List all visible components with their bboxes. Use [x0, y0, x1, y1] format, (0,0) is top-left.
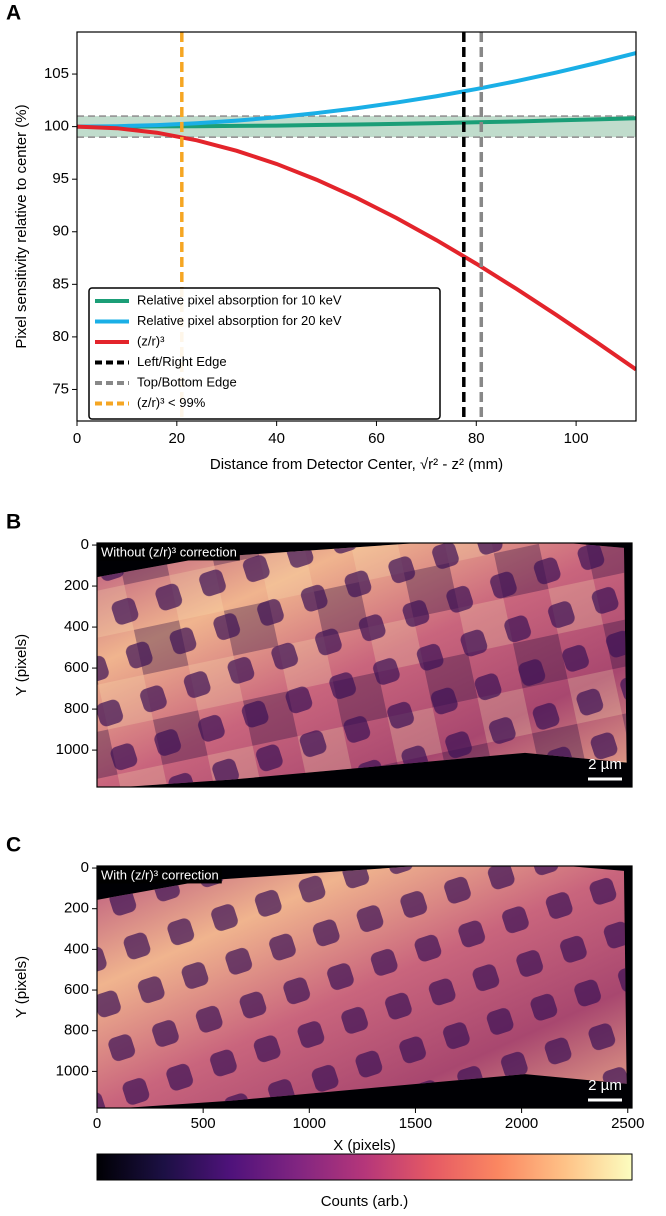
image-tiles — [97, 866, 627, 1108]
image-content — [97, 866, 627, 1108]
y-tick-label: 800 — [64, 700, 89, 717]
y-tick-label: 400 — [64, 618, 89, 635]
y-tick-label: 0 — [81, 859, 89, 876]
legend-box — [88, 287, 441, 420]
y-tick-label: 80 — [52, 328, 69, 345]
annotation-bg — [98, 543, 240, 561]
colorbar-label: Counts (arb.) — [321, 1193, 409, 1210]
x-tick-label: 40 — [268, 430, 285, 447]
scale-bar-label: 2 µm — [588, 1077, 622, 1094]
series-line — [77, 124, 636, 372]
x-tick-label: 100 — [564, 430, 589, 447]
y-tick-label: 1000 — [56, 741, 89, 758]
y-axis-label: Y (pixels) — [13, 634, 30, 696]
image-tiles — [97, 543, 627, 787]
y-tick-label: 75 — [52, 380, 69, 397]
x-axis-label: X (pixels) — [333, 1137, 396, 1154]
x-tick-label: 80 — [468, 430, 485, 447]
scale-bar-label: 2 µm — [588, 756, 622, 773]
x-tick-label: 2500 — [611, 1115, 644, 1132]
x-tick-label: 0 — [93, 1115, 101, 1132]
panel-label: B — [6, 511, 21, 534]
x-tick-label: 0 — [73, 430, 81, 447]
y-tick-label: 90 — [52, 223, 69, 240]
x-tick-label: 500 — [191, 1115, 216, 1132]
y-tick-label: 800 — [64, 1022, 89, 1039]
y-axis-label: Y (pixels) — [13, 956, 30, 1018]
y-tick-label: 105 — [44, 65, 69, 82]
x-tick-label: 1000 — [293, 1115, 326, 1132]
y-tick-label: 200 — [64, 577, 89, 594]
legend-label: Top/Bottom Edge — [137, 374, 237, 389]
x-tick-label: 20 — [168, 430, 185, 447]
y-tick-label: 400 — [64, 940, 89, 957]
plot-frame — [76, 31, 637, 422]
x-tick-label: 60 — [368, 430, 385, 447]
y-tick-label: 200 — [64, 900, 89, 917]
legend-label: (z/r)³ — [137, 333, 165, 348]
legend-label: Left/Right Edge — [137, 354, 227, 369]
series-line — [77, 51, 636, 129]
x-axis-label: Distance from Detector Center, √r² - z² … — [210, 456, 503, 473]
panel-label: C — [6, 834, 21, 857]
legend-label: (z/r)³ < 99% — [137, 395, 206, 410]
y-tick-label: 0 — [81, 536, 89, 553]
x-tick-label: 2000 — [505, 1115, 538, 1132]
image-frame — [96, 542, 633, 788]
y-tick-label: 600 — [64, 659, 89, 676]
image-content — [97, 543, 627, 787]
image-frame — [96, 865, 633, 1109]
legend-label: Relative pixel absorption for 20 keV — [137, 313, 342, 328]
y-tick-label: 600 — [64, 981, 89, 998]
y-axis-label: Pixel sensitivity relative to center (%) — [13, 104, 30, 348]
panel-label: A — [6, 2, 21, 25]
y-tick-label: 100 — [44, 118, 69, 135]
colorbar — [96, 1153, 633, 1181]
y-tick-label: 85 — [52, 275, 69, 292]
legend-label: Relative pixel absorption for 10 keV — [137, 292, 342, 307]
annotation-bg — [98, 866, 222, 884]
y-tick-label: 1000 — [56, 1062, 89, 1079]
x-tick-label: 1500 — [399, 1115, 432, 1132]
y-tick-label: 95 — [52, 170, 69, 187]
annotation: Without (z/r)³ correction — [101, 544, 237, 559]
annotation: With (z/r)³ correction — [101, 867, 219, 882]
